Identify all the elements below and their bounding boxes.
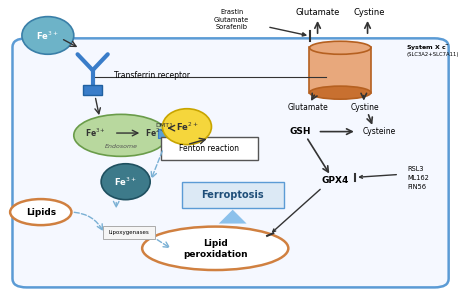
Ellipse shape <box>163 109 211 145</box>
Text: Endosome: Endosome <box>104 143 137 149</box>
Ellipse shape <box>310 86 371 99</box>
Text: ML162: ML162 <box>407 175 429 181</box>
FancyBboxPatch shape <box>12 38 449 288</box>
Text: Fe$^{3+}$: Fe$^{3+}$ <box>114 175 137 188</box>
Text: System X c$^{-}$: System X c$^{-}$ <box>406 42 450 52</box>
Text: Glutamate: Glutamate <box>295 8 340 17</box>
Text: Glutamate: Glutamate <box>214 17 249 22</box>
Text: Sorafenib: Sorafenib <box>216 24 248 30</box>
Text: Transferrin receptor: Transferrin receptor <box>114 72 190 81</box>
Text: Fe$^{3+}$: Fe$^{3+}$ <box>84 127 105 139</box>
FancyArrowPatch shape <box>219 210 246 223</box>
Text: Cystine: Cystine <box>350 103 379 112</box>
Text: GPX4: GPX4 <box>322 176 349 185</box>
Text: peroxidation: peroxidation <box>183 250 247 259</box>
Text: Ferroptosis: Ferroptosis <box>201 190 264 200</box>
Text: Glutamate: Glutamate <box>288 103 328 112</box>
Text: DMT1: DMT1 <box>156 123 174 128</box>
FancyBboxPatch shape <box>103 226 155 239</box>
FancyBboxPatch shape <box>309 47 371 93</box>
FancyBboxPatch shape <box>83 85 102 95</box>
Text: Lipids: Lipids <box>26 207 56 217</box>
Text: Fe$^{2+}$: Fe$^{2+}$ <box>145 127 166 139</box>
FancyBboxPatch shape <box>158 129 173 138</box>
FancyBboxPatch shape <box>161 137 258 160</box>
Ellipse shape <box>142 227 288 270</box>
Text: Lipoxygenases: Lipoxygenases <box>109 230 149 235</box>
Text: Fe$^{2+}$: Fe$^{2+}$ <box>175 120 198 133</box>
Text: Lipid: Lipid <box>203 239 228 248</box>
Text: Cystine: Cystine <box>354 8 385 17</box>
Text: Cysteine: Cysteine <box>362 127 395 136</box>
Text: GSH: GSH <box>289 127 311 136</box>
Text: Erastin: Erastin <box>220 9 243 15</box>
Text: FIN56: FIN56 <box>407 184 426 190</box>
FancyBboxPatch shape <box>182 182 283 208</box>
Text: RSL3: RSL3 <box>407 166 424 172</box>
Ellipse shape <box>22 17 74 54</box>
Text: (SLC3A2+SLC7A11): (SLC3A2+SLC7A11) <box>406 52 459 57</box>
Ellipse shape <box>310 41 371 54</box>
Text: Fenton reaction: Fenton reaction <box>179 144 239 153</box>
Ellipse shape <box>74 114 168 156</box>
Ellipse shape <box>10 199 72 225</box>
Ellipse shape <box>101 164 150 200</box>
Text: Fe$^{3+}$: Fe$^{3+}$ <box>36 29 59 42</box>
